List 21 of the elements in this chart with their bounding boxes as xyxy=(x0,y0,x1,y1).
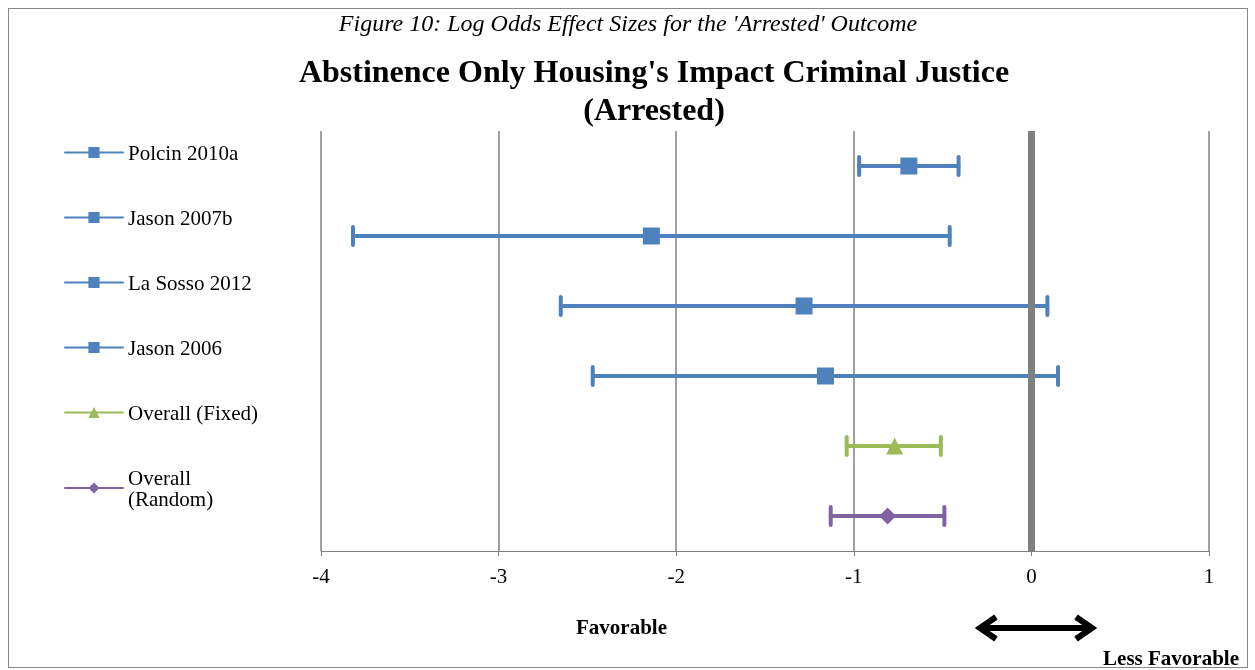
legend-label: Jason 2006 xyxy=(128,335,222,360)
x-tick-label: -3 xyxy=(489,563,508,588)
x-tick-label: -4 xyxy=(312,563,331,588)
legend-label: Polcin 2010a xyxy=(128,140,239,165)
legend-label: Jason 2007b xyxy=(128,205,233,230)
x-tick-label: 1 xyxy=(1203,563,1215,588)
legend-label: Overall (Fixed) xyxy=(128,400,259,425)
point xyxy=(795,297,813,315)
x-tick-label: 0 xyxy=(1026,563,1037,588)
point xyxy=(886,437,904,455)
text: Favorable xyxy=(576,614,667,639)
point xyxy=(900,157,918,175)
point xyxy=(816,367,834,385)
caption: Figure 10: Log Odds Effect Sizes for the 'Arrested' Outcome xyxy=(337,10,918,36)
legend-label: Overall (Random) xyxy=(128,465,214,511)
chart-title: Abstinence Only Housing's Impact Criminal Justice (Arrested) xyxy=(298,53,1010,127)
x-tick-label: -2 xyxy=(667,563,685,588)
legend-label: La Sosso 2012 xyxy=(128,270,252,295)
text: Less Favorable xyxy=(1103,645,1239,670)
point xyxy=(642,227,660,245)
x-tick-label: -1 xyxy=(845,563,863,588)
